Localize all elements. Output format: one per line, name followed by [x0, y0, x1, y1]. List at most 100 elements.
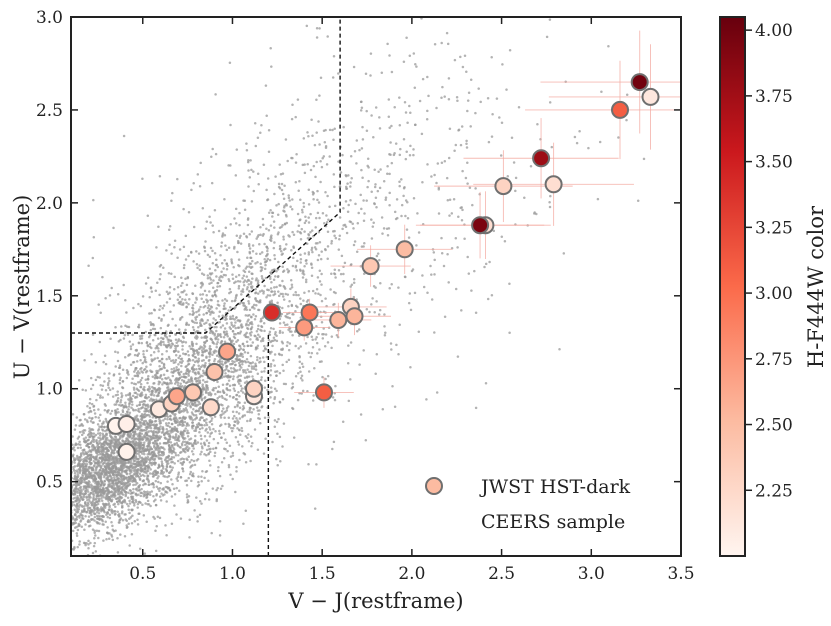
- ceers-point: [195, 377, 198, 380]
- ceers-point: [104, 354, 107, 357]
- ceers-point: [296, 230, 299, 233]
- ceers-point: [79, 514, 82, 517]
- ceers-point: [149, 436, 152, 439]
- ceers-point: [151, 290, 154, 293]
- ceers-point: [240, 330, 243, 333]
- ceers-point: [155, 525, 158, 528]
- ceers-point: [41, 500, 44, 503]
- ceers-point: [275, 458, 278, 461]
- ceers-point: [55, 436, 58, 439]
- ceers-point: [184, 427, 187, 430]
- ceers-point: [161, 307, 164, 310]
- ceers-point: [205, 321, 208, 324]
- ceers-point: [117, 486, 120, 489]
- ceers-point: [40, 555, 43, 558]
- ceers-point: [134, 473, 137, 476]
- ceers-point: [84, 515, 87, 518]
- ceers-point: [119, 379, 122, 382]
- ceers-point: [227, 309, 230, 312]
- ceers-point: [54, 551, 57, 554]
- ceers-point: [192, 182, 195, 185]
- ceers-point: [31, 469, 34, 472]
- ceers-point: [145, 433, 148, 436]
- ceers-point: [166, 431, 169, 434]
- ceers-point: [100, 497, 103, 500]
- ceers-point: [186, 479, 189, 482]
- ceers-point: [58, 439, 61, 442]
- ceers-point: [167, 455, 170, 458]
- ceers-point: [187, 432, 190, 435]
- ceers-point: [182, 340, 185, 343]
- ceers-point: [163, 433, 166, 436]
- ceers-point: [89, 524, 92, 527]
- ceers-point: [279, 322, 282, 325]
- ceers-point: [110, 476, 113, 479]
- ceers-point: [134, 396, 137, 399]
- ceers-point: [67, 439, 70, 442]
- ceers-point: [125, 440, 128, 443]
- ceers-point: [82, 451, 85, 454]
- ceers-point: [64, 495, 67, 498]
- ceers-point: [316, 288, 319, 291]
- ceers-point: [77, 437, 80, 440]
- ceers-point: [201, 398, 204, 401]
- ceers-point: [139, 547, 142, 550]
- ceers-point: [145, 520, 148, 523]
- ceers-point: [316, 199, 319, 202]
- ceers-point: [205, 421, 208, 424]
- ceers-point: [283, 298, 286, 301]
- ceers-point: [95, 550, 98, 553]
- ceers-point: [161, 378, 164, 381]
- ceers-point: [87, 540, 90, 543]
- ceers-point: [246, 286, 249, 289]
- ceers-point: [60, 496, 63, 499]
- ceers-point: [153, 351, 156, 354]
- ceers-point: [112, 470, 115, 473]
- ceers-point: [129, 411, 132, 414]
- ceers-point: [161, 488, 164, 491]
- ceers-point: [263, 345, 266, 348]
- ceers-point: [131, 403, 134, 406]
- ceers-point: [177, 431, 180, 434]
- ceers-point: [18, 507, 21, 510]
- ceers-point: [107, 466, 110, 469]
- ceers-point: [38, 526, 41, 529]
- ceers-point: [127, 509, 130, 512]
- ceers-point: [66, 493, 69, 496]
- ceers-point: [95, 497, 98, 500]
- ceers-point: [32, 474, 35, 477]
- ceers-point: [89, 567, 92, 570]
- ceers-point: [52, 504, 55, 507]
- ceers-point: [124, 464, 127, 467]
- ceers-point: [194, 435, 197, 438]
- ceers-point: [121, 404, 124, 407]
- ceers-point: [79, 504, 82, 507]
- ceers-point: [81, 389, 84, 392]
- ceers-point: [65, 469, 68, 472]
- ceers-point: [229, 385, 232, 388]
- ceers-point: [181, 298, 184, 301]
- ceers-point: [61, 509, 64, 512]
- ceers-point: [247, 224, 250, 227]
- ceers-point: [263, 330, 266, 333]
- ceers-point: [88, 515, 91, 518]
- ceers-point: [242, 349, 245, 352]
- ceers-point: [185, 458, 188, 461]
- ceers-point: [224, 438, 227, 441]
- ceers-point: [101, 422, 104, 425]
- ceers-point: [66, 457, 69, 460]
- ceers-point: [66, 429, 69, 432]
- ceers-point: [246, 420, 249, 423]
- ceers-point: [166, 370, 169, 373]
- ceers-point: [180, 451, 183, 454]
- ceers-point: [97, 471, 100, 474]
- ceers-point: [121, 394, 124, 397]
- ceers-point: [66, 493, 69, 496]
- ceers-point: [235, 411, 238, 414]
- ceers-point: [158, 490, 161, 493]
- ceers-point: [169, 298, 172, 301]
- ceers-point: [112, 529, 115, 532]
- ceers-point: [87, 507, 90, 510]
- ceers-point: [38, 503, 41, 506]
- ceers-point: [155, 290, 158, 293]
